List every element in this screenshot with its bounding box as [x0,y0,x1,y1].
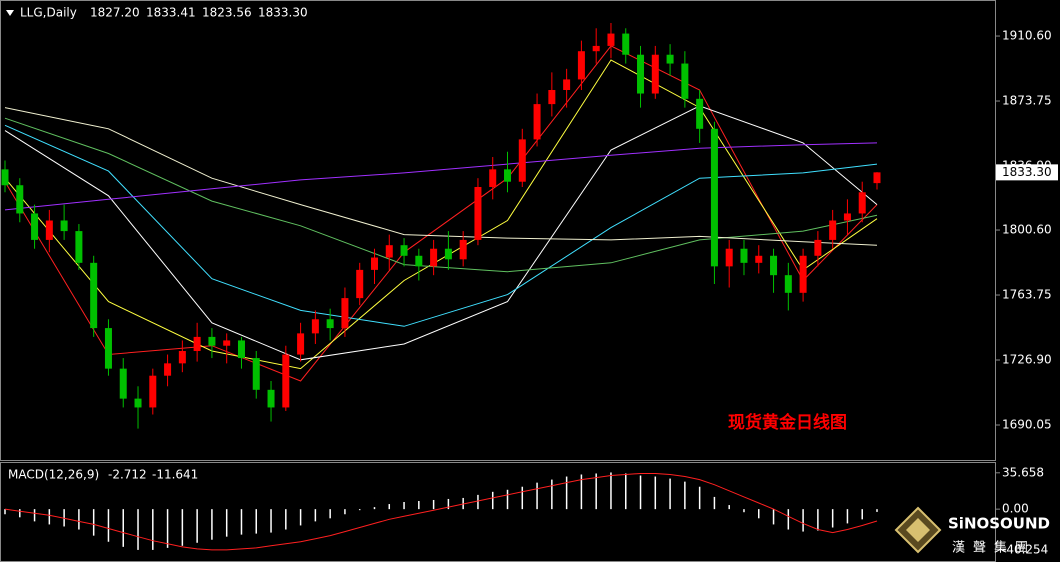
menu-arrow [6,10,14,16]
candle-body [90,262,98,329]
moving-average-line [4,142,878,211]
candle-body [622,33,630,55]
macd-value: -2.712 [108,468,147,482]
moving-average-line [4,117,878,273]
candle-body [31,213,39,240]
moving-average-line [4,59,878,370]
candle-body [681,63,689,99]
candle-body [341,298,349,329]
candle-body [799,255,807,293]
moving-average-line [4,107,878,246]
candle-body [858,192,866,214]
candle-body [45,220,53,240]
candle-body [237,340,245,359]
candle-body [104,328,112,369]
candle-body [651,54,659,94]
candle-body [370,257,378,270]
current-price-label: 1833.30 [1002,165,1052,179]
y-tick-label: 1800.60 [1002,223,1052,237]
candle-body [400,245,408,256]
y-tick-label: 1726.90 [1002,353,1052,367]
candle-body [755,255,763,263]
candle-body [16,185,24,214]
candle-body [430,248,438,267]
candle-body [164,363,172,376]
signal-line [4,473,878,551]
candle-body [60,220,68,232]
logo-subtitle: 漢聲集團 [952,540,1036,556]
candle-body [489,169,497,187]
candle-body [504,169,512,182]
candle-body [252,358,260,390]
ohlc-value: 1833.41 [146,6,196,20]
candle-body [178,351,186,364]
candle-body [385,245,393,258]
logo-inner [906,518,930,542]
current-price-box [996,164,1058,181]
candle-body [563,79,571,91]
candle-body [444,248,452,260]
candle-body [873,172,881,184]
y-tick-label: 1910.60 [1002,29,1052,43]
y-tick-label: 1873.75 [1002,94,1052,108]
candle-body [459,239,467,260]
signal-value: -11.641 [152,468,198,482]
y-tick-label: 0.00 [1002,502,1029,516]
candle-body [829,220,837,240]
y-tick-label: 1763.75 [1002,288,1052,302]
chart-title: LLG,Daily [20,6,77,20]
candle-body [119,368,127,399]
candle-body [533,104,541,140]
candle-body [740,248,748,263]
y-tick-label: 1690.05 [1002,417,1052,431]
ohlc-value: 1823.56 [202,6,252,20]
candle-body [75,231,83,263]
candle-body [297,333,305,355]
candle-body [356,269,364,299]
candle-body [592,45,600,52]
candle-body [843,213,851,221]
candle-body [696,98,704,129]
candle-body [415,255,423,267]
logo-name: SiNOSOUND [948,515,1050,533]
ohlc-value: 1833.30 [258,6,308,20]
plot-layer: 1690.051726.901763.751800.601836.901873.… [1,6,1058,557]
ohlc-value: 1827.20 [90,6,140,20]
candle-body [518,139,526,182]
y-tick-label: 35.658 [1002,465,1044,479]
moving-average-line [4,45,878,382]
candle-body [149,375,157,408]
candle-body [282,354,290,408]
candle-body [267,389,275,408]
moving-average-line [4,124,878,327]
candle-body [770,255,778,276]
annotation: 现货黄金日线图 [728,412,847,433]
candle-body [666,54,674,64]
candle-body [474,186,482,240]
candle-body [223,340,231,346]
logo: SiNOSOUND 漢聲集團 [894,506,1050,556]
candle-body [208,336,216,346]
candle-body [725,248,733,267]
candle-body [326,319,334,329]
candle-body [710,128,718,267]
moving-average-line [4,105,878,361]
candle-body [134,398,142,408]
macd-title: MACD(12,26,9) [8,468,99,482]
candle-body [607,33,615,46]
candle-body [577,51,585,80]
candle-body [311,319,319,334]
candle-body [193,336,201,352]
candle-body [1,169,9,186]
candle-body [784,275,792,293]
y-tick-label: -40.254 [1002,543,1048,557]
candle-body [637,54,645,94]
candle-body [548,90,556,105]
candle-body [814,239,822,256]
